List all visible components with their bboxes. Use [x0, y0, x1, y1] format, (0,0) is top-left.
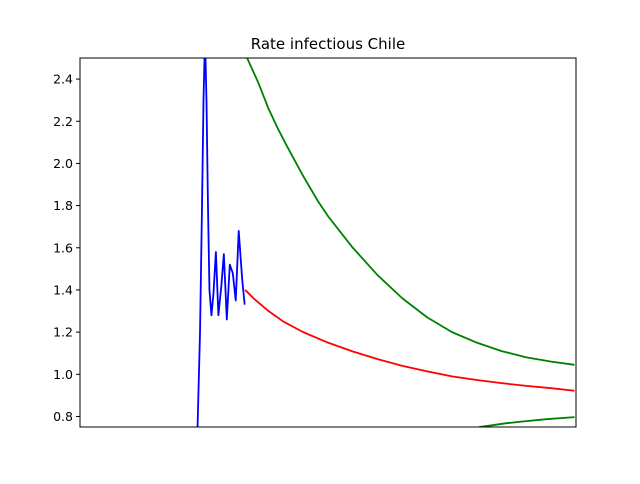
y-tick-label: 1.6	[53, 240, 73, 255]
y-tick-label: 2.2	[53, 114, 73, 129]
y-tick-label: 1.0	[53, 367, 73, 382]
series-line-3	[246, 58, 575, 366]
y-tick-label: 2.0	[53, 156, 73, 171]
y-tick-label: 1.2	[53, 325, 73, 340]
series-layer	[196, 58, 575, 427]
y-tick-label: 1.8	[53, 198, 73, 213]
y-tick-label: 1.4	[53, 282, 73, 297]
series-line-2	[244, 289, 575, 392]
series-line-4	[479, 416, 575, 427]
series-line-1	[196, 58, 246, 427]
chart-title: Rate infectious Chile	[251, 35, 405, 53]
y-tick-label: 2.4	[53, 72, 73, 87]
y-tick-label: 0.8	[53, 409, 73, 424]
y-axis: 0.8 1.0 1.2 1.4 1.6 1.8 2.0 2.2 2.4	[53, 72, 80, 424]
plot-frame	[79, 57, 577, 428]
